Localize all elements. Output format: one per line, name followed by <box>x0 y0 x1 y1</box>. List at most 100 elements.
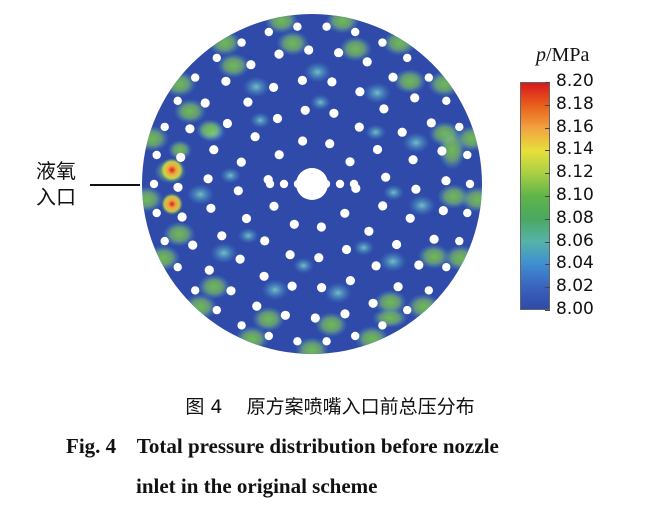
pressure-hotspot <box>374 289 407 315</box>
pressure-hotspot <box>261 279 289 301</box>
injector-hole <box>410 93 420 103</box>
colorbar-tick-label: 8.20 <box>556 71 594 91</box>
pressure-hotspot <box>303 61 332 83</box>
colorbar-title-var: p <box>536 44 546 66</box>
colorbar-tick-label: 8.04 <box>556 253 594 274</box>
injector-hole <box>206 203 216 213</box>
injector-hole <box>241 213 252 224</box>
pressure-hotspot <box>173 98 207 124</box>
injector-hole <box>441 176 451 186</box>
injector-hole <box>237 321 246 330</box>
caption-english-line2: inlet in the original scheme <box>136 474 378 498</box>
pressure-hotspot <box>310 94 331 111</box>
pressure-hotspot <box>293 257 314 274</box>
injector-hole <box>424 286 433 295</box>
injector-hole <box>237 38 246 47</box>
injector-hole <box>209 145 219 155</box>
inlet-peak-hotspot <box>161 193 183 215</box>
colorbar-tick-mark <box>545 310 550 311</box>
injector-hole <box>379 104 389 114</box>
pressure-hotspot <box>379 251 407 272</box>
injector-hole <box>368 298 378 308</box>
colorbar-tick-label: 8.16 <box>556 116 594 137</box>
colorbar-tick-label: 8.08 <box>556 207 594 228</box>
pressure-hotspot <box>383 184 405 201</box>
caption-chinese: 图 4 原方案喷嘴入口前总压分布 <box>185 396 475 418</box>
injector-hole <box>322 22 331 31</box>
injector-hole <box>264 331 273 341</box>
injector-hole <box>233 186 243 196</box>
injector-hole <box>274 49 284 59</box>
colorbar-tick-mark <box>545 196 550 197</box>
pressure-hotspot <box>219 167 241 184</box>
pressure-hotspot <box>402 132 430 154</box>
injector-hole <box>327 77 337 87</box>
injector-hole <box>378 201 388 211</box>
injector-hole <box>405 213 415 223</box>
colorbar-tick-mark <box>545 82 550 83</box>
injector-hole <box>393 282 403 292</box>
injector-hole <box>304 45 314 55</box>
injector-hole <box>325 139 335 149</box>
colorbar-tick-mark <box>545 173 550 175</box>
inlet-label-line1: 液氧 <box>36 159 76 183</box>
colorbar-tick-label: 8.12 <box>556 162 594 183</box>
pressure-hotspot <box>417 244 451 270</box>
injector-hole <box>297 75 307 85</box>
injector-hole <box>378 38 387 47</box>
injector-hole <box>185 124 195 134</box>
injector-hole <box>429 234 439 244</box>
pressure-hotspot <box>237 227 259 244</box>
inlet-leader-line <box>90 184 140 186</box>
injector-hole <box>173 182 183 192</box>
pressure-hotspot <box>295 337 329 354</box>
pressure-hotspot <box>353 239 375 256</box>
pressure-hotspot <box>372 308 408 328</box>
injector-hole <box>316 222 326 232</box>
injector-hole <box>372 144 383 155</box>
injector-hole <box>403 53 412 63</box>
injector-hole <box>191 73 200 82</box>
injector-hole <box>465 179 475 189</box>
injector-hole <box>355 87 365 97</box>
injector-hole <box>173 263 182 272</box>
injector-hole <box>455 236 464 246</box>
injector-hole <box>354 122 364 132</box>
pressure-hotspot <box>207 29 242 56</box>
center-hole <box>296 168 328 200</box>
injector-hole <box>221 76 231 86</box>
injector-hole <box>364 226 374 236</box>
injector-hole <box>279 179 289 189</box>
caption-english-line1: Fig. 4 Total pressure distribution befor… <box>66 434 499 458</box>
injector-hole <box>272 113 283 124</box>
pressure-hotspot <box>393 68 427 94</box>
injector-hole <box>265 179 275 189</box>
pressure-hotspot <box>235 325 269 352</box>
injector-hole <box>274 150 284 160</box>
injector-hole <box>463 208 472 218</box>
injector-hole <box>173 96 182 106</box>
injector-hole <box>397 127 407 137</box>
injector-hole <box>285 250 295 260</box>
injector-hole <box>177 212 187 222</box>
pressure-hotspot <box>249 112 271 129</box>
injector-hole <box>438 206 448 216</box>
injector-hole <box>317 283 327 293</box>
pressure-hotspot <box>460 186 482 213</box>
injector-hole <box>212 305 221 315</box>
injector-hole <box>252 301 262 311</box>
injector-hole <box>442 96 451 106</box>
colorbar-tick-mark <box>545 104 550 106</box>
injector-hole <box>424 73 433 82</box>
colorbar-tick-label: 8.06 <box>556 230 594 251</box>
injector-hole <box>287 281 297 291</box>
injector-hole <box>403 305 412 315</box>
inlet-label-line2: 入口 <box>36 185 76 209</box>
injector-hole <box>329 108 339 118</box>
injector-disc-plot <box>142 14 482 354</box>
pressure-hotspot <box>408 195 436 216</box>
colorbar-tick-mark <box>545 127 550 129</box>
injector-hole <box>152 208 161 218</box>
pressure-hotspot <box>196 119 224 141</box>
injector-hole <box>188 240 198 250</box>
